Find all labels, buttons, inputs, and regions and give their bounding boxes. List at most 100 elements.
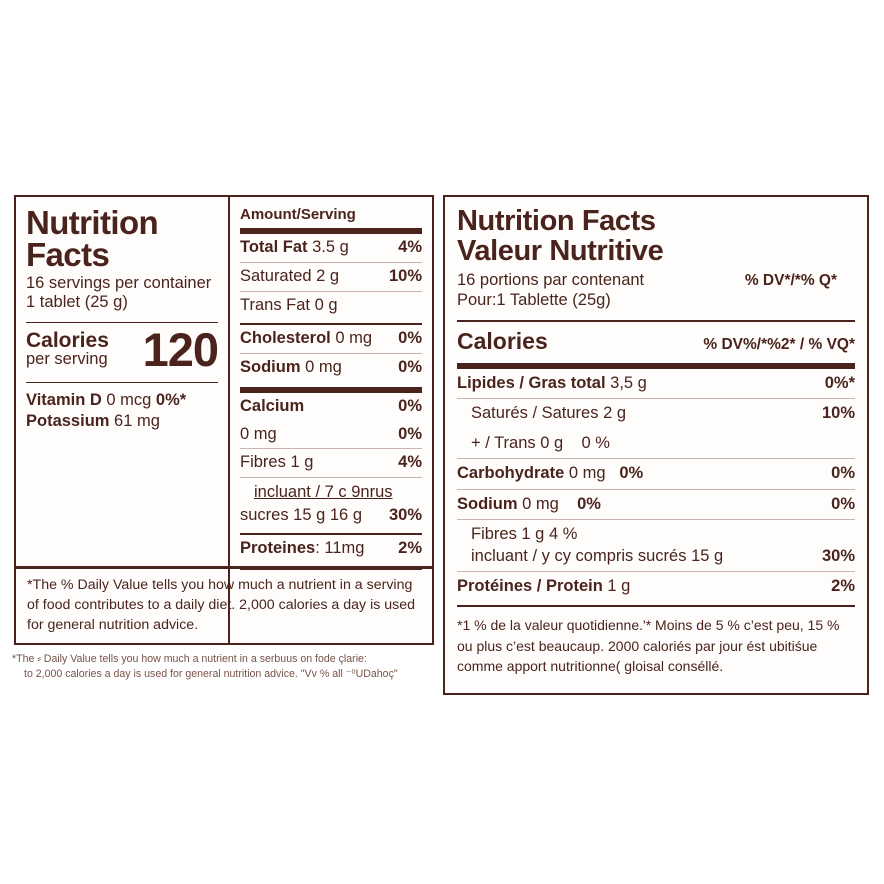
us-title-line1: Nutrition <box>26 204 159 241</box>
us-amount-per-serving-header: Amount/Serving <box>240 206 356 223</box>
ca-sugars-line: incluant / y cy compris sucrés 15 g <box>471 546 724 565</box>
us-sugars-line1: incluant / 7 c 9nrus <box>254 483 393 502</box>
us-protein-amount: : 11mg <box>315 539 365 558</box>
table-row: + / Trans 0 g 0 % <box>457 429 855 458</box>
table-row: Lipides / Gras total 3,5 g 0%* <box>457 369 855 398</box>
us-row-fibres-name: Fibres <box>240 453 286 472</box>
ca-row-sodium-dv: 0% <box>831 494 855 513</box>
ca-row-sodium-name: Sodium <box>457 494 518 513</box>
divider <box>457 398 855 400</box>
ca-row-satures-dv: 10% <box>821 404 855 423</box>
us-potassium-amount: 61 mg <box>114 412 160 431</box>
us-row-calcium-name: Calcium <box>240 396 305 415</box>
ca-row-trans-mid: 0 % <box>581 433 610 452</box>
table-row: Calcium 0% <box>240 393 422 421</box>
ca-title: Nutrition Facts Valeur Nutritive <box>457 206 855 266</box>
us-row-sodium-amount: 0 mg <box>305 358 342 377</box>
ca-rule-above-calories <box>457 319 855 322</box>
ca-servings-row: 16 portions par contenant % DV*/*% Q* <box>457 271 855 291</box>
us-smudged-caption: *The ⸗ Daily Value tells you how much a … <box>12 652 438 683</box>
ca-rule-above-footnote <box>457 605 855 608</box>
ca-row-satures-name: Saturés / Satures <box>471 404 599 423</box>
us-rule-below-calories <box>26 382 218 383</box>
us-potassium-name: Potassium <box>26 412 110 431</box>
divider <box>240 261 422 263</box>
us-row-sodium-dv: 0% <box>398 358 422 377</box>
ca-dv-header: % DV*/*% Q* <box>744 272 837 290</box>
ca-nutrition-facts-panel: Nutrition Facts Valeur Nutritive 16 port… <box>443 195 869 695</box>
table-row: Carbohydrate 0 mg 0% 0% <box>457 459 855 488</box>
us-vitamind-name: Vitamin D <box>26 391 102 409</box>
us-protein-name: Proteines <box>240 539 316 558</box>
table-row: Fibres 1 g 4 % <box>457 520 855 545</box>
us-sugars-line2: sucres 15 g 16 g <box>240 505 362 524</box>
ca-row-lipides-name: Lipides / Gras total <box>457 373 606 392</box>
us-footnote: *The % Daily Value tells you how much a … <box>27 576 416 633</box>
table-row: Sodium 0 mg 0% <box>240 354 422 382</box>
us-row-transfat-amount: 0 g <box>314 295 338 314</box>
ca-row-carb-amount: 0 mg <box>568 464 606 483</box>
table-row: Proteines: 11mg 2% <box>240 535 422 563</box>
divider <box>240 353 422 355</box>
divider <box>240 323 422 326</box>
ca-dv-header2: % DV%/*%2* / % VQ* <box>703 335 855 353</box>
us-row-cholesterol-dv: 0% <box>398 329 422 348</box>
us-calories-labels: Calories per serving <box>26 330 109 368</box>
ca-title-line2: Valeur Nutritive <box>457 235 664 268</box>
us-row-fibres-dv: 4% <box>398 453 422 472</box>
us-right-column: Amount/Serving Total Fat 3.5 g 4% Satura… <box>228 197 432 643</box>
us-vitamind-amount: 0 mcg <box>106 391 152 409</box>
divider <box>240 290 422 292</box>
us-rule-above-footnote <box>16 566 432 569</box>
us-sugars-dv: 30% <box>388 505 422 524</box>
ca-title-line1: Nutrition Facts <box>457 205 656 237</box>
us-row-calcium2-dv: 0% <box>398 424 422 443</box>
ca-row-trans-name: + / Trans <box>471 433 536 452</box>
us-row-sodium-name: Sodium <box>240 358 301 377</box>
divider <box>240 477 422 479</box>
us-title: Nutrition Facts <box>26 204 218 270</box>
table-row: Saturés / Satures 2 g 10% <box>457 399 855 428</box>
us-smudge-line1: *The ⸗ Daily Value tells you how much a … <box>12 653 367 665</box>
us-row-saturated-dv: 10% <box>388 266 422 285</box>
table-row: Cholesterol 0 mg 0% <box>240 325 422 353</box>
us-calories-label: Calories <box>26 328 109 352</box>
table-row: Total Fat 3.5 g 4% <box>240 234 422 262</box>
us-smudge-line2: to 2,000 calories a day is used for gene… <box>24 668 398 681</box>
us-servings-per-container: 16 servings per container <box>26 274 212 293</box>
us-calories-sublabel: per serving <box>26 349 108 368</box>
table-row: Protéines / Protein 1 g 2% <box>457 572 855 601</box>
us-row-totalfat-dv: 4% <box>398 238 422 256</box>
ca-row-carb-name: Carbohydrate <box>457 464 565 483</box>
divider <box>457 570 855 572</box>
table-row: incluant / y cy compris sucrés 15 g 30% <box>457 546 855 571</box>
table-row: Sodium 0 mg 0% 0% <box>457 490 855 519</box>
ca-row-satures-amount: 2 g <box>603 404 627 423</box>
us-rule-under-amount-header <box>240 228 422 234</box>
us-micronutrient-list: Vitamin D 0 mcg 0%* Potassium 61 mg <box>26 383 218 433</box>
us-row-totalfat-name: Total Fat <box>240 238 308 256</box>
us-row-cholesterol-name: Cholesterol <box>240 329 331 348</box>
divider <box>457 488 855 490</box>
table-row: Trans Fat 0 g <box>240 292 422 320</box>
ca-calories-label: Calories <box>457 327 548 354</box>
table-row: Saturated 2 g 10% <box>240 263 422 291</box>
ca-protein-dv: 2% <box>831 576 855 595</box>
us-calories-row: Calories per serving 120 <box>26 323 219 376</box>
us-row-totalfat-amount: 3.5 g <box>312 238 349 256</box>
us-row-calcium2-amount: 0 mg <box>240 424 277 443</box>
ca-row-carb-mid: 0% <box>619 464 644 483</box>
divider <box>240 533 422 536</box>
ca-footnote: *1 % de la valeur quotidienne.'* Moins d… <box>457 617 840 674</box>
list-item: Potassium 61 mg <box>26 411 218 432</box>
us-row-transfat-name: Trans Fat <box>240 295 310 314</box>
ca-inner: Nutrition Facts Valeur Nutritive 16 port… <box>445 197 867 608</box>
table-row: Fibres 1 g 4% <box>240 449 422 477</box>
us-rule-above-calories <box>26 321 218 323</box>
us-protein-dv: 2% <box>398 539 422 558</box>
list-item: Vitamin D 0 mcg 0%* <box>26 390 218 411</box>
us-left-column: Nutrition Facts 16 servings per containe… <box>16 197 228 643</box>
divider <box>240 568 422 571</box>
ca-rule-below-calories <box>457 362 855 369</box>
